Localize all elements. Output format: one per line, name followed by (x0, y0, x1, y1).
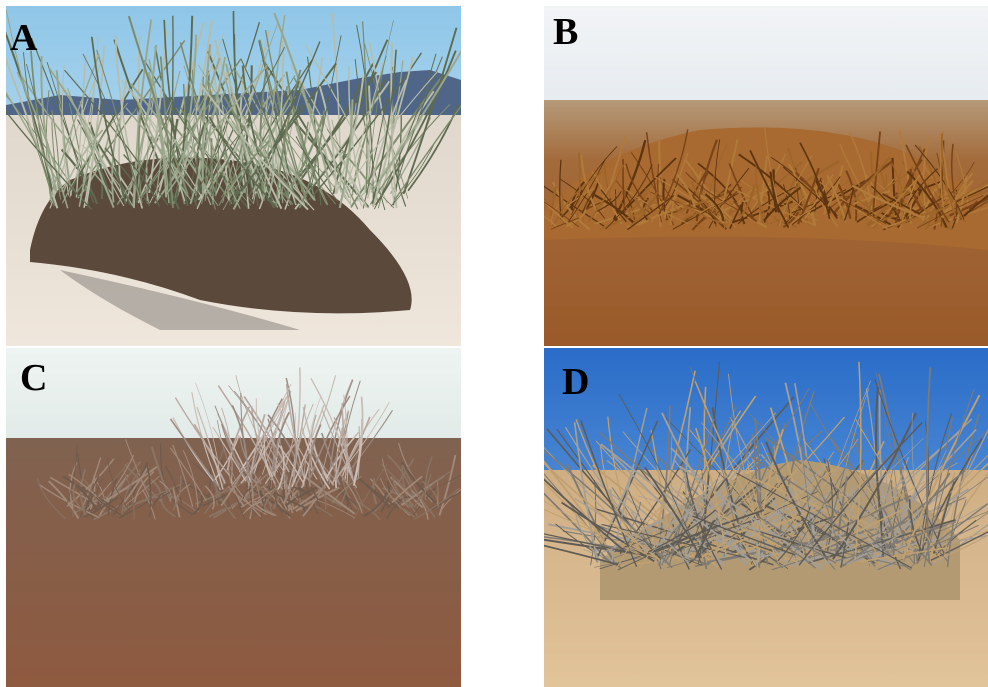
figure: A B C D (0, 0, 988, 687)
panel-label: A (10, 17, 38, 59)
panel-label: D (562, 361, 589, 403)
page: A B C D (() => { const data = JSON.parse… (0, 0, 988, 687)
photo-a (0, 6, 476, 346)
photo-c (6, 348, 484, 687)
photo-d (475, 348, 988, 687)
panel-label: B (553, 11, 578, 53)
photo-b (517, 6, 988, 346)
panel-label: C (20, 357, 47, 399)
